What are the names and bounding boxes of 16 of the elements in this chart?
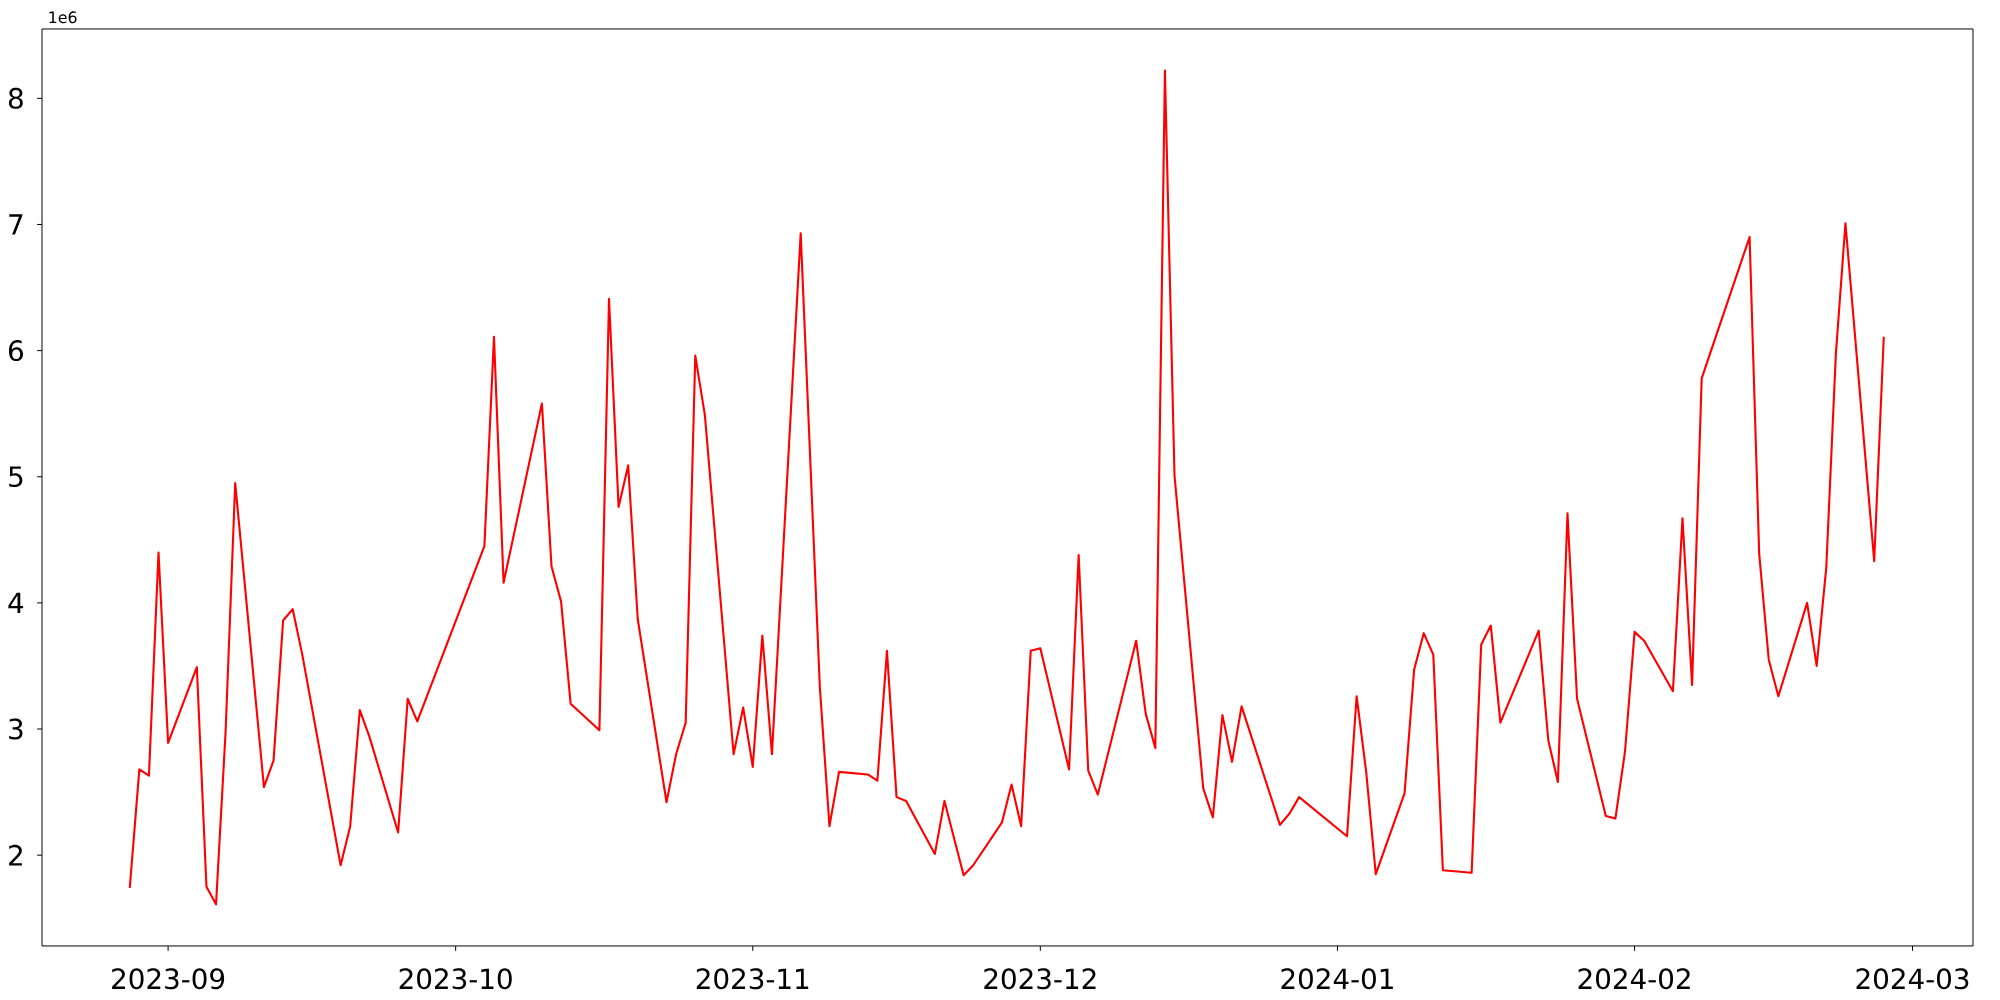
y-tick-label: 5 bbox=[9, 466, 23, 488]
line-series bbox=[128, 69, 1885, 906]
x-tick-label: 2024-01 bbox=[1281, 968, 1393, 990]
x-tick-label: 2024-02 bbox=[1578, 968, 1690, 990]
x-tick-label: 2023-11 bbox=[696, 968, 809, 990]
y-tick-label: 4 bbox=[8, 592, 24, 614]
x-tick-label: 2023-12 bbox=[984, 968, 1096, 990]
y-tick-label: 8 bbox=[8, 87, 23, 109]
y-tick-label: 6 bbox=[8, 340, 23, 362]
y-tick-label: 2 bbox=[9, 844, 22, 866]
y-tick-label: 7 bbox=[9, 214, 23, 235]
x-tick-label: 2023-09 bbox=[112, 968, 225, 990]
y-tick-label: 3 bbox=[9, 718, 23, 740]
x-tick-label: 2023-10 bbox=[399, 968, 512, 990]
x-tick-label: 2024-03 bbox=[1856, 968, 1969, 990]
text: 1e6 bbox=[49, 11, 77, 24]
